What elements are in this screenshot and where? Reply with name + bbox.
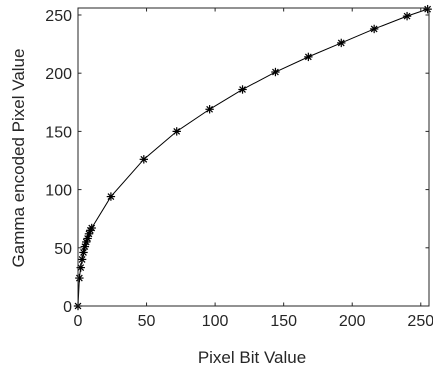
data-point-marker xyxy=(304,52,313,62)
x-tick-label: 0 xyxy=(74,313,83,330)
data-point-marker xyxy=(337,38,346,48)
data-point-marker xyxy=(83,234,92,243)
data-point-marker xyxy=(87,223,96,233)
series-layer xyxy=(73,4,432,311)
y-tick-label: 100 xyxy=(45,183,72,200)
plot-frame xyxy=(77,7,430,307)
x-tick-label: 200 xyxy=(339,313,366,330)
y-tick-label: 250 xyxy=(45,8,72,25)
series-line xyxy=(77,8,428,307)
data-point-marker xyxy=(76,263,85,272)
x-axis-label: Pixel Bit Value xyxy=(198,348,306,367)
data-point-marker xyxy=(77,255,87,264)
data-point-marker xyxy=(271,67,280,77)
data-point-marker xyxy=(79,248,88,257)
x-tick-label: 250 xyxy=(407,313,433,330)
data-point-marker xyxy=(172,127,181,136)
y-axis-label: Gamma encoded Pixel Value xyxy=(9,49,28,268)
data-point-marker xyxy=(205,105,214,114)
data-point-marker xyxy=(238,85,247,94)
data-point-marker xyxy=(106,192,116,201)
data-point-marker xyxy=(369,24,379,34)
y-tick-label: 0 xyxy=(63,299,72,316)
x-tick-label: 150 xyxy=(270,313,297,330)
y-tick-label: 200 xyxy=(45,66,72,83)
x-tick-label: 50 xyxy=(138,313,156,330)
data-point-marker xyxy=(139,155,149,164)
axes: 0 50 100 150 200 250 0 50 100 150 200 250 xyxy=(45,7,433,330)
data-point-marker xyxy=(75,273,84,283)
y-tick-label: 50 xyxy=(54,241,72,258)
data-point-marker xyxy=(402,11,412,21)
y-tick-label: 150 xyxy=(45,124,72,141)
x-tick-label: 100 xyxy=(202,313,229,330)
data-point-marker xyxy=(423,4,432,14)
